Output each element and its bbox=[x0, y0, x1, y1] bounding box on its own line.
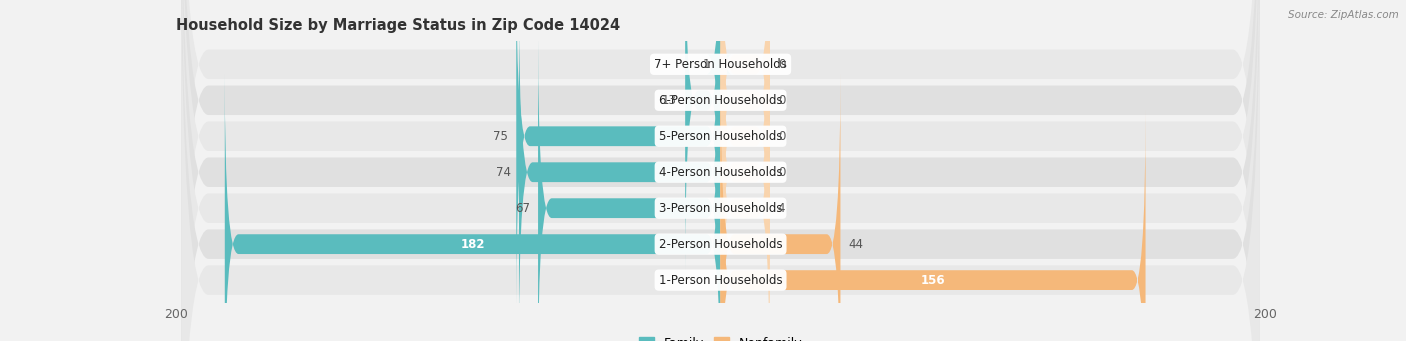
FancyBboxPatch shape bbox=[181, 0, 1260, 341]
FancyBboxPatch shape bbox=[721, 110, 1146, 341]
Text: 1-Person Households: 1-Person Households bbox=[659, 273, 782, 286]
Text: 0: 0 bbox=[778, 94, 785, 107]
Text: 182: 182 bbox=[460, 238, 485, 251]
FancyBboxPatch shape bbox=[181, 0, 1260, 341]
FancyBboxPatch shape bbox=[181, 0, 1260, 341]
FancyBboxPatch shape bbox=[721, 0, 769, 306]
Text: 4: 4 bbox=[778, 202, 786, 215]
Text: 156: 156 bbox=[921, 273, 945, 286]
FancyBboxPatch shape bbox=[707, 0, 731, 234]
FancyBboxPatch shape bbox=[721, 0, 769, 234]
Text: 6-Person Households: 6-Person Households bbox=[659, 94, 782, 107]
FancyBboxPatch shape bbox=[721, 38, 769, 341]
Text: Household Size by Marriage Status in Zip Code 14024: Household Size by Marriage Status in Zip… bbox=[176, 18, 620, 33]
Text: 44: 44 bbox=[849, 238, 863, 251]
FancyBboxPatch shape bbox=[721, 2, 769, 341]
Text: 67: 67 bbox=[515, 202, 530, 215]
Text: 2-Person Households: 2-Person Households bbox=[659, 238, 782, 251]
Text: 0: 0 bbox=[778, 130, 785, 143]
Text: Source: ZipAtlas.com: Source: ZipAtlas.com bbox=[1288, 10, 1399, 20]
Text: 3-Person Households: 3-Person Households bbox=[659, 202, 782, 215]
FancyBboxPatch shape bbox=[519, 2, 721, 341]
Text: 4-Person Households: 4-Person Households bbox=[659, 166, 782, 179]
Text: 5-Person Households: 5-Person Households bbox=[659, 130, 782, 143]
FancyBboxPatch shape bbox=[181, 0, 1260, 341]
Legend: Family, Nonfamily: Family, Nonfamily bbox=[634, 332, 807, 341]
Text: 1: 1 bbox=[702, 58, 710, 71]
FancyBboxPatch shape bbox=[538, 38, 721, 341]
FancyBboxPatch shape bbox=[516, 0, 721, 306]
Text: 13: 13 bbox=[662, 94, 678, 107]
FancyBboxPatch shape bbox=[721, 74, 841, 341]
Text: 0: 0 bbox=[778, 166, 785, 179]
Text: 75: 75 bbox=[494, 130, 508, 143]
FancyBboxPatch shape bbox=[225, 74, 721, 341]
FancyBboxPatch shape bbox=[685, 0, 721, 270]
Text: 0: 0 bbox=[778, 58, 785, 71]
FancyBboxPatch shape bbox=[721, 0, 769, 270]
Text: 7+ Person Households: 7+ Person Households bbox=[654, 58, 787, 71]
FancyBboxPatch shape bbox=[181, 0, 1260, 341]
FancyBboxPatch shape bbox=[181, 0, 1260, 341]
FancyBboxPatch shape bbox=[181, 0, 1260, 341]
Text: 74: 74 bbox=[496, 166, 510, 179]
